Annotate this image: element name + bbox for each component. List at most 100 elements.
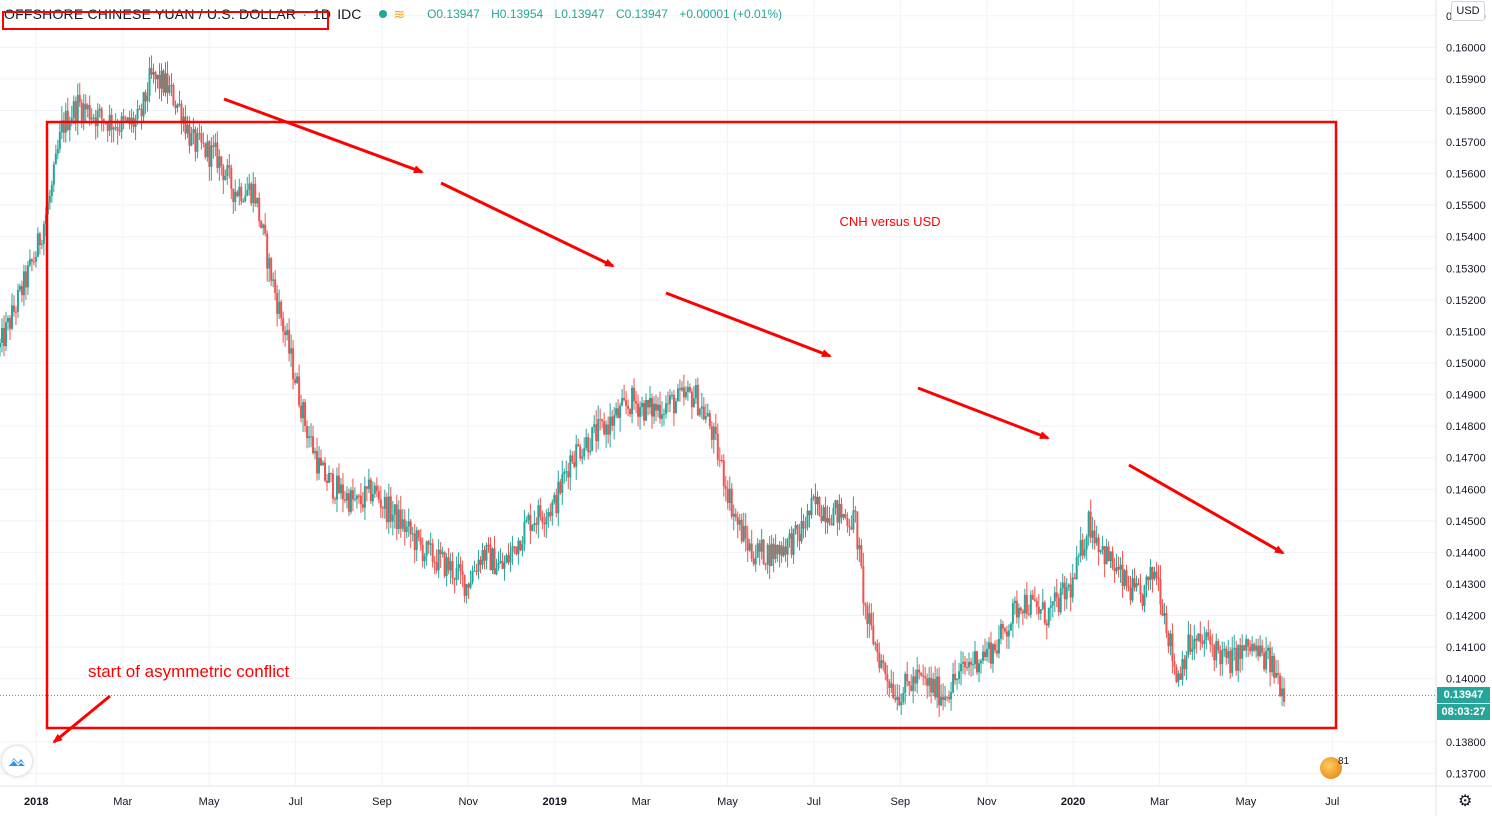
symbol-name[interactable]: OFFSHORE CHINESE YUAN / U.S. DOLLAR [4,6,297,22]
candle-body [517,540,520,555]
candle-body [1143,585,1146,606]
candle-body [563,471,566,475]
candle-body [830,523,833,526]
candle-body [461,571,464,575]
time-axis[interactable]: 2018 Mar May Jul Sep Nov 2019 Mar May Jul Sep Nov 20… [24,796,1339,808]
candle-body [756,543,759,558]
candle-body [98,108,101,111]
candle-body [286,329,289,336]
y-tick-label: 0.15900 [1446,74,1486,86]
candle-body [236,191,239,197]
candle-body [355,495,358,500]
candle-body [826,518,829,523]
candle-body [912,676,915,691]
candle-body [637,403,640,417]
candle-body [441,552,444,555]
candle-body [682,387,685,398]
candle-body [1045,623,1048,626]
trend-arrow [1128,463,1285,555]
wave-icon[interactable]: ≋ [393,5,406,22]
candle-body [1093,530,1096,544]
candle-body [627,406,630,409]
candle-body [993,644,996,651]
candle-body [24,271,27,288]
candle-body [18,286,21,290]
candle-body [1157,577,1160,580]
candle-body [54,153,57,165]
candle-body [643,402,646,421]
candle-body [633,387,636,402]
candle-body [1223,648,1226,651]
candle-body [968,661,971,668]
candle-body [16,289,19,312]
interval-label[interactable]: 1D [312,6,332,22]
candle-body [1125,570,1128,586]
candle-body [4,322,7,347]
candle-body [660,414,663,419]
candle-body [1005,631,1008,637]
price-axis[interactable]: 0.161000.160000.159000.158000.157000.156… [1446,11,1486,781]
candle-body [337,475,340,494]
candle-body [1141,594,1144,606]
candle-body [122,116,125,120]
candle-body [946,696,949,698]
candle-body [331,473,334,499]
candle-body [668,395,671,404]
y-tick-label: 0.14700 [1446,453,1486,465]
candle-body [948,696,951,700]
data-status-dot-icon [379,10,388,18]
candle-body [1279,675,1282,697]
notification-icon[interactable] [1320,757,1342,779]
x-tick-label: Jul [288,796,302,808]
candle-body [834,500,837,508]
candle-body [1019,607,1022,611]
candle-body [740,519,743,542]
candle-body [252,183,255,204]
tradingview-logo-icon[interactable] [2,746,32,776]
candle-body [347,493,350,512]
candle-body [447,557,450,571]
candle-body [1199,633,1202,642]
candle-body [146,95,149,102]
candle-body [60,120,63,133]
candle-body [987,642,990,649]
candle-body [186,124,189,134]
candle-body [48,195,51,203]
candle-body [477,559,480,572]
candle-body [389,496,392,522]
candle-body [1113,568,1116,572]
candle-body [1233,647,1236,650]
candle-body [716,433,719,460]
x-tick-label: Jul [807,796,821,808]
currency-button[interactable]: USD [1451,1,1485,21]
candle-body [1245,638,1248,651]
candle-body [1043,602,1046,624]
candle-body [345,493,348,501]
y-tick-label: 0.14900 [1446,390,1486,402]
candle-body [583,448,586,457]
candle-body [88,105,91,120]
candle-body [385,496,388,523]
candle-body [658,404,661,419]
settings-gear-icon[interactable]: ⚙ [1458,793,1473,810]
candle-body [601,419,604,422]
candle-body [112,127,115,130]
candle-body [160,70,163,89]
candle-body [266,233,269,269]
candle-body [1041,602,1044,610]
candle-body [571,455,574,462]
candle-body [924,676,927,679]
candle-body [417,530,420,538]
candle-body [573,461,576,467]
x-tick-label: Mar [632,796,651,808]
candle-body [966,667,969,669]
symbol-header[interactable]: OFFSHORE CHINESE YUAN / U.S. DOLLAR · 1D… [4,4,790,24]
candle-body [886,673,889,682]
candle-body [174,105,177,109]
candle-body [210,145,213,167]
change-value: +0.00001 (+0.01%) [679,7,783,21]
candle-body [1039,609,1042,614]
candle-body [800,521,803,542]
candle-body [439,549,442,555]
